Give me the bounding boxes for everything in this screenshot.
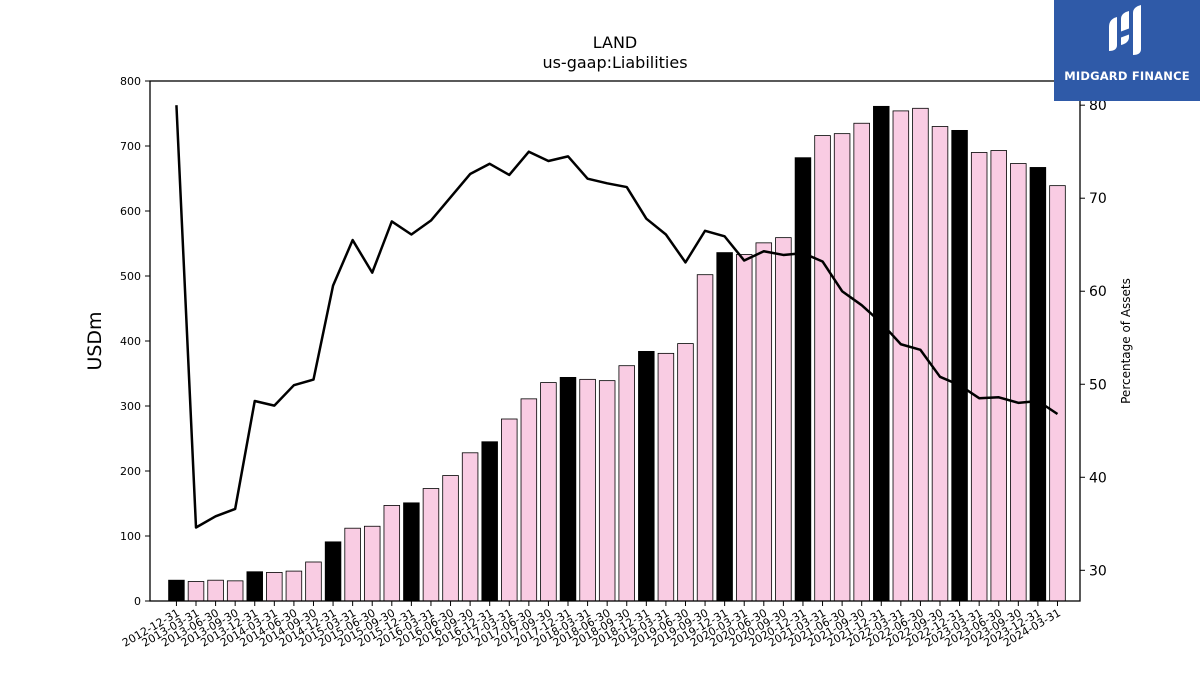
y-tick-label: 400	[120, 335, 141, 348]
brand-logo: MIDGARD FINANCE	[1054, 0, 1200, 101]
bar	[305, 561, 322, 602]
y2-tick-label: 40	[1089, 470, 1107, 486]
y-tick-label: 200	[120, 465, 141, 478]
bar	[598, 380, 616, 602]
y-tick-label: 100	[120, 530, 141, 543]
bar	[579, 378, 596, 602]
bar	[735, 254, 753, 602]
bar	[716, 252, 733, 602]
bar	[461, 452, 479, 602]
bar	[833, 133, 851, 602]
y2-tick-label: 70	[1089, 191, 1107, 207]
y-tick-label: 300	[120, 400, 141, 413]
bar	[990, 150, 1007, 602]
y2-tick-label: 50	[1089, 377, 1107, 393]
series-line	[175, 105, 1059, 529]
bar	[677, 343, 694, 602]
bar	[383, 505, 401, 602]
bar	[207, 579, 224, 602]
bar	[226, 580, 244, 602]
bar	[814, 135, 831, 602]
bar	[892, 110, 910, 602]
bar	[540, 382, 557, 602]
bar	[520, 398, 538, 602]
bar	[187, 581, 205, 602]
bar	[951, 129, 968, 602]
y-tick-label: 500	[120, 270, 141, 283]
bar	[363, 525, 381, 602]
bar	[1010, 163, 1027, 602]
y-axis-label-right: Percentage of Assets	[1119, 278, 1133, 404]
bar	[853, 122, 870, 602]
bar	[873, 105, 890, 602]
line-layer	[175, 105, 1059, 529]
bar	[657, 352, 675, 602]
bar	[755, 242, 773, 602]
bar	[324, 541, 342, 602]
bar	[696, 274, 714, 602]
bar	[1029, 167, 1047, 602]
bar	[168, 579, 185, 602]
bar	[931, 126, 949, 602]
y-tick-label: 0	[134, 595, 141, 608]
bar	[559, 376, 577, 602]
bar	[403, 502, 420, 602]
chart-subtitle: us-gaap:Liabilities	[542, 53, 687, 72]
bar	[246, 571, 263, 602]
bar	[501, 418, 518, 602]
bar	[912, 107, 929, 602]
bar	[266, 572, 283, 602]
chart-title: LAND	[593, 33, 638, 52]
bar	[481, 441, 498, 602]
brand-name: MIDGARD FINANCE	[1064, 69, 1190, 83]
y2-tick-label: 80	[1089, 98, 1107, 114]
bar	[344, 527, 361, 602]
y2-tick-label: 30	[1089, 563, 1107, 579]
bar	[422, 488, 440, 602]
bar	[775, 237, 792, 602]
bars-layer	[168, 105, 1066, 602]
bar	[285, 570, 303, 602]
y-tick-label: 800	[120, 75, 141, 88]
bar	[1049, 185, 1066, 602]
bar	[638, 350, 655, 602]
bar	[970, 152, 988, 602]
y-tick-label: 600	[120, 205, 141, 218]
y-axis-label-left: USDm	[84, 311, 106, 370]
bar	[442, 475, 459, 602]
bar	[618, 365, 635, 602]
bar	[794, 157, 812, 602]
y2-tick-label: 60	[1089, 284, 1107, 300]
midgard-logo-icon	[1109, 5, 1141, 55]
y-tick-label: 700	[120, 140, 141, 153]
